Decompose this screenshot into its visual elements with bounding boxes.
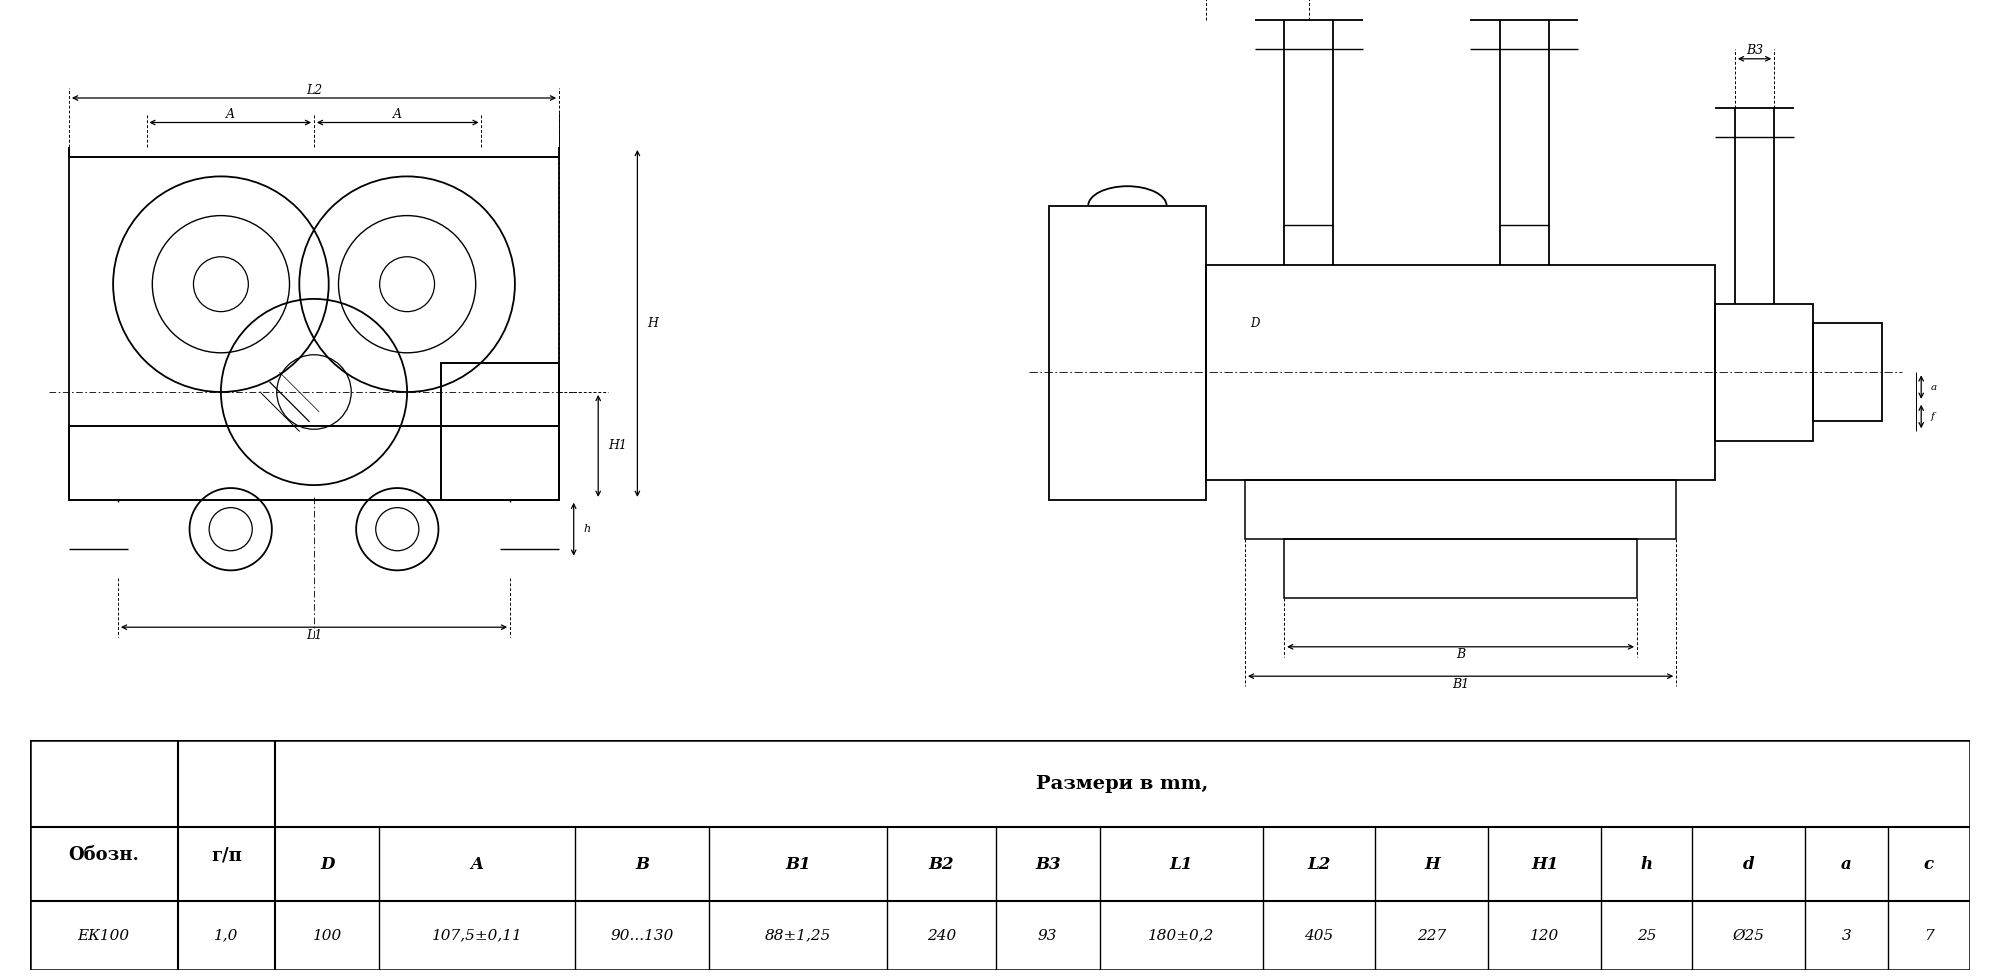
Text: c: c (1924, 856, 1934, 873)
Text: d: d (1742, 856, 1754, 873)
Text: a: a (1932, 382, 1938, 392)
Text: 100: 100 (312, 929, 342, 943)
Text: h: h (1640, 856, 1652, 873)
Bar (442, 363, 558, 500)
Text: L2: L2 (1308, 856, 1330, 873)
Text: B1: B1 (1452, 677, 1470, 691)
Text: D: D (320, 856, 334, 873)
Text: 88±1,25: 88±1,25 (766, 929, 832, 943)
Text: 3: 3 (1842, 929, 1852, 943)
Text: 180±0,2: 180±0,2 (1148, 929, 1214, 943)
Text: H1: H1 (608, 439, 626, 453)
Text: B1: B1 (786, 856, 812, 873)
Text: г/п: г/п (210, 846, 242, 864)
Text: 405: 405 (1304, 929, 1334, 943)
Text: 227: 227 (1418, 929, 1446, 943)
Text: 7: 7 (1924, 929, 1934, 943)
Bar (1284, 539, 1636, 598)
Bar (1814, 323, 1882, 421)
Text: H: H (1424, 856, 1440, 873)
Text: 240: 240 (926, 929, 956, 943)
Text: B3: B3 (1034, 856, 1060, 873)
Text: B2: B2 (928, 856, 954, 873)
Text: A: A (226, 108, 234, 122)
Bar (1206, 265, 1716, 480)
Text: Обозн.: Обозн. (68, 846, 140, 864)
Text: Размери в mm,: Размери в mm, (1036, 774, 1208, 793)
Bar (1048, 206, 1206, 500)
Text: 1,0: 1,0 (214, 929, 238, 943)
Bar (1716, 304, 1814, 441)
Text: f: f (1932, 412, 1934, 421)
Bar (1244, 480, 1676, 539)
Text: B3: B3 (1746, 44, 1764, 58)
Text: A: A (394, 108, 402, 122)
Text: 25: 25 (1636, 929, 1656, 943)
Bar (68, 426, 560, 500)
Text: A: A (470, 856, 484, 873)
Text: a: a (1840, 856, 1852, 873)
Text: ЕК100: ЕК100 (78, 929, 130, 943)
Text: 90...130: 90...130 (610, 929, 674, 943)
Text: H1: H1 (1530, 856, 1558, 873)
Text: h: h (584, 524, 590, 534)
Text: D: D (1250, 317, 1260, 330)
Text: 120: 120 (1530, 929, 1560, 943)
Text: Ø25: Ø25 (1732, 929, 1764, 943)
Text: L1: L1 (1170, 856, 1192, 873)
Text: B: B (634, 856, 648, 873)
Text: L2: L2 (306, 83, 322, 97)
Text: 107,5±0,11: 107,5±0,11 (432, 929, 522, 943)
Text: H: H (648, 317, 658, 330)
Text: 93: 93 (1038, 929, 1058, 943)
Text: B: B (1456, 648, 1466, 662)
Text: L1: L1 (306, 628, 322, 642)
